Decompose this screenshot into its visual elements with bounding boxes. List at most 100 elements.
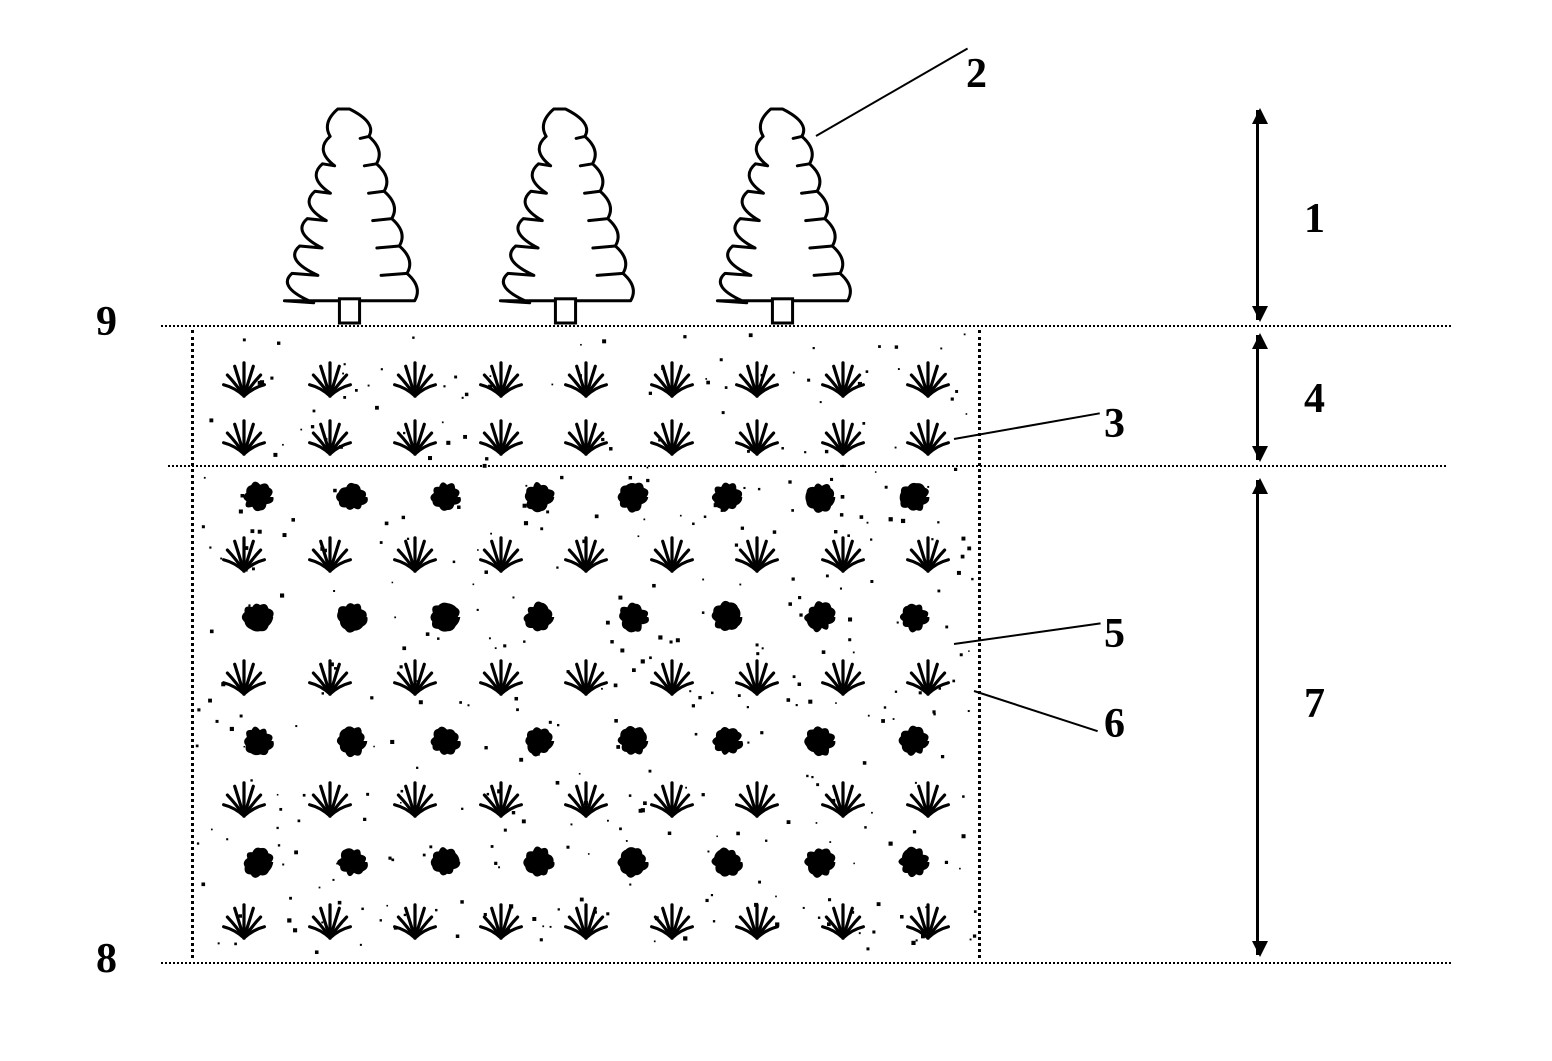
sprout	[307, 360, 353, 403]
clump-icon	[897, 600, 931, 634]
sprout	[563, 658, 609, 701]
sprout-icon	[820, 902, 866, 940]
sprout	[478, 360, 524, 403]
clump	[335, 724, 369, 763]
tree-icon	[272, 105, 427, 325]
clump-icon	[897, 480, 931, 514]
sprout-icon	[820, 418, 866, 456]
dotted-divider-mid_line	[168, 465, 1446, 467]
sprout	[478, 535, 524, 578]
sprout	[563, 360, 609, 403]
sprout	[734, 658, 780, 701]
sprout-icon	[820, 658, 866, 696]
sprout	[392, 360, 438, 403]
clump	[522, 480, 556, 519]
dimension-arrow-a7	[1256, 480, 1259, 955]
label-n4: 4	[1304, 375, 1325, 423]
clump-icon	[428, 600, 462, 634]
sprout	[905, 360, 951, 403]
label-n2: 2	[966, 50, 987, 98]
sprout	[649, 780, 695, 823]
clump-icon	[616, 600, 650, 634]
sprout-icon	[563, 658, 609, 696]
clump-icon	[710, 724, 744, 758]
sprout-icon	[905, 780, 951, 818]
tree-icon	[488, 105, 643, 325]
clump-icon	[710, 600, 744, 634]
sprout-icon	[478, 658, 524, 696]
clump-icon	[428, 845, 462, 879]
clump	[616, 480, 650, 519]
sprout	[307, 535, 353, 578]
clump	[710, 724, 744, 763]
clump-icon	[803, 600, 837, 634]
clump-icon	[616, 724, 650, 758]
clump	[897, 845, 931, 884]
sprout	[905, 902, 951, 945]
clump-icon	[616, 845, 650, 879]
sprout-icon	[649, 902, 695, 940]
layered-soil-diagram: 123456789	[76, 40, 1476, 1020]
clump-icon	[522, 845, 556, 879]
sprout-icon	[563, 360, 609, 398]
clump	[428, 724, 462, 763]
clump	[335, 480, 369, 519]
sprout-icon	[307, 780, 353, 818]
sprout	[392, 780, 438, 823]
sprout-icon	[221, 780, 267, 818]
sprout-icon	[820, 360, 866, 398]
sprout-icon	[221, 902, 267, 940]
sprout	[649, 360, 695, 403]
sprout-icon	[478, 780, 524, 818]
clump-icon	[241, 724, 275, 758]
sprout-icon	[734, 535, 780, 573]
clump	[710, 845, 744, 884]
sprout	[307, 658, 353, 701]
clump-row	[241, 480, 931, 519]
sprout-icon	[392, 780, 438, 818]
clump-icon	[522, 600, 556, 634]
clump-icon	[897, 724, 931, 758]
clump-icon	[803, 845, 837, 879]
sprout	[392, 902, 438, 945]
plant-row	[221, 418, 951, 461]
sprout	[307, 418, 353, 461]
sprout	[820, 780, 866, 823]
sprout-icon	[392, 360, 438, 398]
clump-row	[241, 845, 931, 884]
sprout-icon	[649, 535, 695, 573]
sprout	[820, 902, 866, 945]
clump-icon	[335, 480, 369, 514]
sprout-icon	[649, 360, 695, 398]
sprout	[820, 535, 866, 578]
sprout	[820, 658, 866, 701]
clump	[897, 724, 931, 763]
clump-icon	[335, 724, 369, 758]
sprout	[820, 418, 866, 461]
sprout	[820, 360, 866, 403]
clump	[710, 600, 744, 639]
sprout-icon	[905, 902, 951, 940]
label-n8: 8	[96, 935, 117, 983]
clump	[616, 724, 650, 763]
label-n6: 6	[1104, 700, 1125, 748]
clump	[241, 600, 275, 639]
sprout-icon	[734, 360, 780, 398]
clump	[335, 600, 369, 639]
tree-row	[241, 105, 891, 330]
sprout	[478, 418, 524, 461]
sprout-icon	[905, 418, 951, 456]
clump	[522, 724, 556, 763]
sprout-icon	[563, 418, 609, 456]
sprout-icon	[820, 535, 866, 573]
clump	[522, 600, 556, 639]
sprout-icon	[221, 658, 267, 696]
sprout-icon	[307, 535, 353, 573]
sprout	[734, 360, 780, 403]
sprout-icon	[820, 780, 866, 818]
sprout	[307, 902, 353, 945]
plant-row	[221, 360, 951, 403]
sprout-icon	[307, 902, 353, 940]
clump	[616, 600, 650, 639]
sprout	[221, 418, 267, 461]
